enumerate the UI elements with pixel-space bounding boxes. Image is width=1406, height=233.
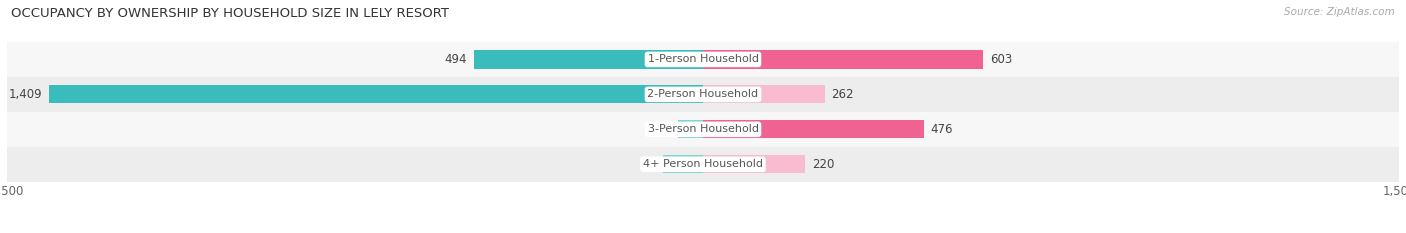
Text: 3-Person Household: 3-Person Household <box>648 124 758 134</box>
Text: 4+ Person Household: 4+ Person Household <box>643 159 763 169</box>
Bar <box>7 112 1399 147</box>
Text: 87: 87 <box>641 158 655 171</box>
Text: OCCUPANCY BY OWNERSHIP BY HOUSEHOLD SIZE IN LELY RESORT: OCCUPANCY BY OWNERSHIP BY HOUSEHOLD SIZE… <box>11 7 450 20</box>
Bar <box>7 77 1399 112</box>
Bar <box>703 155 806 173</box>
Text: 476: 476 <box>931 123 953 136</box>
Text: 494: 494 <box>444 53 467 66</box>
Text: 262: 262 <box>831 88 853 101</box>
Text: Source: ZipAtlas.com: Source: ZipAtlas.com <box>1284 7 1395 17</box>
Text: 2-Person Household: 2-Person Household <box>647 89 759 99</box>
Bar <box>703 85 824 103</box>
Bar <box>474 50 703 69</box>
Text: 53: 53 <box>657 123 672 136</box>
Text: 1-Person Household: 1-Person Household <box>648 55 758 64</box>
Bar <box>679 120 703 138</box>
Bar <box>49 85 703 103</box>
Bar <box>703 120 924 138</box>
Bar <box>7 42 1399 77</box>
Text: 1,409: 1,409 <box>8 88 42 101</box>
Bar <box>7 147 1399 182</box>
Bar <box>662 155 703 173</box>
Bar <box>703 50 983 69</box>
Text: 220: 220 <box>813 158 834 171</box>
Text: 603: 603 <box>990 53 1012 66</box>
